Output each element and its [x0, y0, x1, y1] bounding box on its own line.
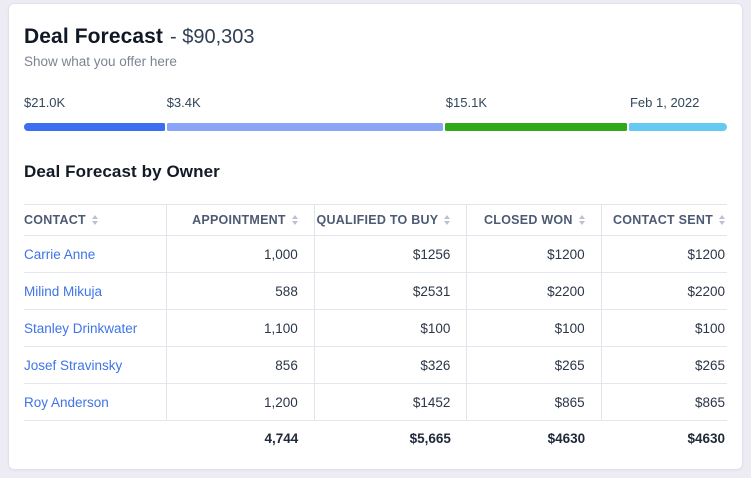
totals-row: 4,744 $5,665 $4630 $4630 — [24, 421, 727, 457]
column-header-label: CONTACT SENT — [613, 213, 713, 227]
contact-sent-value: $265 — [601, 346, 727, 384]
closed-won-value: $1200 — [466, 235, 602, 273]
table-row: Stanley Drinkwater 1,100 $100 $100 $100 — [24, 309, 727, 347]
table-row: Carrie Anne 1,000 $1256 $1200 $1200 — [24, 235, 727, 273]
closed-won-value: $2200 — [466, 272, 602, 310]
table-header-row: CONTACT APPOINTMENT QUALIFIED TO BUY — [24, 204, 727, 236]
column-header-closed-won[interactable]: CLOSED WON — [466, 204, 602, 236]
sort-icon[interactable] — [578, 215, 585, 225]
sort-icon[interactable] — [91, 215, 98, 225]
funnel-label-1: $3.4K — [166, 95, 201, 110]
contact-link[interactable]: Josef Stravinsky — [24, 346, 168, 384]
column-header-label: QUALIFIED TO BUY — [316, 213, 439, 227]
closed-won-value: $865 — [466, 383, 602, 421]
qualified-value: $2531 — [314, 272, 468, 310]
contact-sent-value: $865 — [601, 383, 727, 421]
forecast-funnel: $21.0K $3.4K $15.1K Feb 1, 2022 — [24, 95, 727, 131]
qualified-value: $1256 — [314, 235, 468, 273]
column-header-contact[interactable]: CONTACT — [24, 204, 168, 236]
contact-link[interactable]: Stanley Drinkwater — [24, 309, 168, 347]
column-header-appointment[interactable]: APPOINTMENT — [166, 204, 315, 236]
funnel-segment-3 — [628, 123, 727, 131]
total-closed-won: $4630 — [547, 431, 586, 447]
qualified-value: $326 — [314, 346, 468, 384]
sort-icon[interactable] — [719, 215, 725, 225]
appointment-value: 1,000 — [166, 235, 315, 273]
total-contact-sent: $4630 — [687, 431, 725, 447]
contact-sent-value: $2200 — [601, 272, 727, 310]
table-row: Roy Anderson 1,200 $1452 $865 $865 — [24, 383, 727, 421]
sort-icon[interactable] — [444, 215, 451, 225]
table-row: Josef Stravinsky 856 $326 $265 $265 — [24, 346, 727, 384]
closed-won-value: $100 — [466, 309, 602, 347]
contact-sent-value: $1200 — [601, 235, 727, 273]
funnel-label-2: $15.1K — [445, 95, 487, 110]
column-header-label: CONTACT — [24, 213, 86, 227]
contact-link[interactable]: Milind Mikuja — [24, 272, 168, 310]
deal-forecast-card: Deal Forecast - $90,303 Show what you of… — [8, 3, 743, 470]
closed-won-value: $265 — [466, 346, 602, 384]
contact-sent-value: $100 — [601, 309, 727, 347]
appointment-value: 1,200 — [166, 383, 315, 421]
funnel-label-3: Feb 1, 2022 — [629, 95, 700, 110]
appointment-value: 588 — [166, 272, 315, 310]
total-appointment: 4,744 — [264, 431, 299, 447]
total-qualified: $5,665 — [409, 431, 451, 447]
funnel-label-0: $21.0K — [24, 95, 66, 110]
funnel-bar — [24, 123, 727, 131]
column-header-qualified[interactable]: QUALIFIED TO BUY — [314, 204, 468, 236]
column-header-label: CLOSED WON — [484, 213, 573, 227]
page-subtitle: Show what you offer here — [24, 54, 177, 69]
section-title: Deal Forecast by Owner — [24, 162, 220, 181]
table-row: Milind Mikuja 588 $2531 $2200 $2200 — [24, 272, 727, 310]
page-title: Deal Forecast — [24, 25, 164, 48]
funnel-segment-1 — [166, 123, 443, 131]
appointment-value: 856 — [166, 346, 315, 384]
contact-link[interactable]: Roy Anderson — [24, 383, 168, 421]
sort-icon[interactable] — [291, 215, 298, 225]
column-header-contact-sent[interactable]: CONTACT SENT — [601, 204, 727, 236]
funnel-segment-0 — [24, 123, 165, 131]
column-header-label: APPOINTMENT — [192, 213, 286, 227]
funnel-segment-2 — [444, 123, 627, 131]
totals-empty-cell — [24, 421, 167, 457]
forecast-total-amount: - $90,303 — [170, 26, 255, 48]
card-header: Deal Forecast - $90,303 — [24, 25, 727, 49]
contact-link[interactable]: Carrie Anne — [24, 235, 168, 273]
qualified-value: $1452 — [314, 383, 468, 421]
qualified-value: $100 — [314, 309, 468, 347]
funnel-labels: $21.0K $3.4K $15.1K Feb 1, 2022 — [24, 95, 727, 111]
appointment-value: 1,100 — [166, 309, 315, 347]
deal-forecast-table: CONTACT APPOINTMENT QUALIFIED TO BUY — [24, 204, 727, 457]
